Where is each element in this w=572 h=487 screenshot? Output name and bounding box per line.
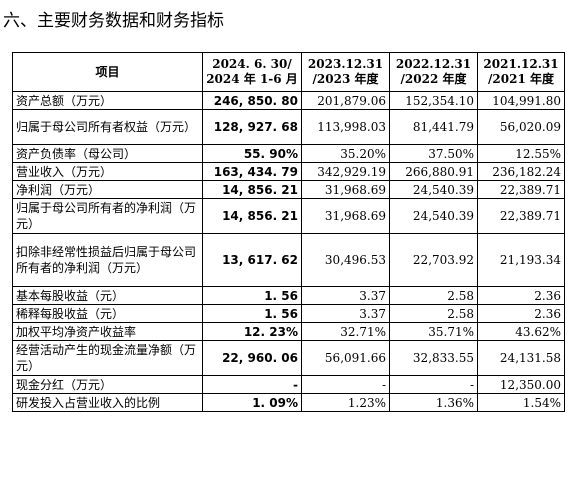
table-row: 稀释每股收益（元） 1. 56 3.37 2.58 2.36 xyxy=(12,304,565,323)
row-value: 128, 927. 68 xyxy=(202,109,302,145)
table-row: 现金分红（万元） - - -12,350.00 xyxy=(12,375,565,394)
row-label: 扣除非经常性损益后归属于母公司所有者的净利润（万元） xyxy=(12,233,203,287)
financial-table: 项目 2024. 6. 30/2024 年 1-6 月 2023.12.31/2… xyxy=(12,52,565,412)
row-value: 14, 856. 21 xyxy=(202,180,302,199)
row-label: 净利润（万元） xyxy=(12,180,203,199)
row-value: 35.71% xyxy=(389,322,478,341)
row-label: 现金分红（万元） xyxy=(12,375,203,394)
header-2022: 2022.12.31/2022 年度 xyxy=(389,52,478,92)
row-value: 3.37 xyxy=(301,286,390,305)
row-label: 归属于母公司所有者权益（万元） xyxy=(12,109,203,145)
table-row: 经营活动产生的现金流量净额（万元） 22, 960. 06 56,091.66 32,… xyxy=(12,340,565,376)
row-value: 35.20% xyxy=(301,144,390,163)
row-value: 1. 09% xyxy=(202,393,302,412)
row-value: 22,389.71 xyxy=(477,180,565,199)
header-2023: 2023.12.31/2023 年度 xyxy=(301,52,390,92)
row-value: 31,968.69 xyxy=(301,180,390,199)
row-value: 152,354.10 xyxy=(389,91,478,110)
table-row: 净利润（万元） 14, 856. 21 31,968.69 24,540.39 22,3… xyxy=(12,180,565,199)
row-value: 55. 90% xyxy=(202,144,302,163)
table-row: 扣除非经常性损益后归属于母公司所有者的净利润（万元） 13, 617. 62 30,… xyxy=(12,233,565,287)
row-value: 1.54% xyxy=(477,393,565,412)
row-value: 1. 56 xyxy=(202,304,302,323)
row-value: 3.37 xyxy=(301,304,390,323)
row-value: 266,880.91 xyxy=(389,162,478,181)
table-row: 营业收入（万元） 163, 434. 79 342,929.19 266,880.91… xyxy=(12,162,565,181)
row-value: 104,991.80 xyxy=(477,91,565,110)
row-label: 基本每股收益（元） xyxy=(12,286,203,305)
row-value: 12.55% xyxy=(477,144,565,163)
table-row: 基本每股收益（元） 1. 56 3.37 2.58 2.36 xyxy=(12,286,565,305)
row-value: 22,703.92 xyxy=(389,233,478,287)
row-value: 13, 617. 62 xyxy=(202,233,302,287)
row-value: 24,540.39 xyxy=(389,198,478,234)
row-value: 2.36 xyxy=(477,304,565,323)
row-value: 14, 856. 21 xyxy=(202,198,302,234)
row-value: - xyxy=(301,375,390,394)
row-value: 12,350.00 xyxy=(477,375,565,394)
row-label: 营业收入（万元） xyxy=(12,162,203,181)
row-value: 31,968.69 xyxy=(301,198,390,234)
row-value: 2.36 xyxy=(477,286,565,305)
table-row: 加权平均净资产收益率 12. 23% 32.71% 35.71% 43.62% xyxy=(12,322,565,341)
row-value: 2.58 xyxy=(389,286,478,305)
row-label: 稀释每股收益（元） xyxy=(12,304,203,323)
table-row: 研发投入占营业收入的比例 1. 09% 1.23% 1.36% 1.54% xyxy=(12,393,565,412)
row-value: 30,496.53 xyxy=(301,233,390,287)
row-value: 1.36% xyxy=(389,393,478,412)
row-value: 22,389.71 xyxy=(477,198,565,234)
row-value: 81,441.79 xyxy=(389,109,478,145)
row-value: 342,929.19 xyxy=(301,162,390,181)
table-row: 归属于母公司所有者的净利润（万元） 14, 856. 21 31,968.69 24,… xyxy=(12,198,565,234)
section-heading: 六、主要财务数据和财务指标 xyxy=(3,11,224,31)
row-label: 经营活动产生的现金流量净额（万元） xyxy=(12,340,203,376)
header-2024: 2024. 6. 30/2024 年 1-6 月 xyxy=(202,52,302,92)
table-row: 归属于母公司所有者权益（万元） 128, 927. 68 113,998.03 81,… xyxy=(12,109,565,145)
row-label: 资产负债率（母公司） xyxy=(12,144,203,163)
row-label: 加权平均净资产收益率 xyxy=(12,322,203,341)
row-value: 2.58 xyxy=(389,304,478,323)
row-value: 56,091.66 xyxy=(301,340,390,376)
row-value: 201,879.06 xyxy=(301,91,390,110)
row-value: 1.23% xyxy=(301,393,390,412)
row-value: 163, 434. 79 xyxy=(202,162,302,181)
table-row: 资产负债率（母公司） 55. 90% 35.20% 37.50% 12.55% xyxy=(12,144,565,163)
row-value: 22, 960. 06 xyxy=(202,340,302,376)
row-value: 1. 56 xyxy=(202,286,302,305)
row-value: 24,131.58 xyxy=(477,340,565,376)
row-value: 37.50% xyxy=(389,144,478,163)
row-value: 113,998.03 xyxy=(301,109,390,145)
header-item: 项目 xyxy=(12,52,203,92)
row-value: 43.62% xyxy=(477,322,565,341)
row-value: 236,182.24 xyxy=(477,162,565,181)
row-value: - xyxy=(202,375,302,394)
table-row: 资产总额（万元） 246, 850. 80 201,879.06 152,354.10… xyxy=(12,91,565,110)
row-label: 研发投入占营业收入的比例 xyxy=(12,393,203,412)
row-label: 资产总额（万元） xyxy=(12,91,203,110)
row-value: 56,020.09 xyxy=(477,109,565,145)
table-header-row: 项目 2024. 6. 30/2024 年 1-6 月 2023.12.31/2… xyxy=(12,52,565,92)
row-value: 32.71% xyxy=(301,322,390,341)
row-value: 24,540.39 xyxy=(389,180,478,199)
row-value: 32,833.55 xyxy=(389,340,478,376)
row-value: 246, 850. 80 xyxy=(202,91,302,110)
table-body: 资产总额（万元） 246, 850. 80 201,879.06 152,354.10… xyxy=(12,91,565,412)
header-2021: 2021.12.31/2021 年度 xyxy=(477,52,565,92)
row-value: 21,193.34 xyxy=(477,233,565,287)
row-value: - xyxy=(389,375,478,394)
row-value: 12. 23% xyxy=(202,322,302,341)
row-label: 归属于母公司所有者的净利润（万元） xyxy=(12,198,203,234)
